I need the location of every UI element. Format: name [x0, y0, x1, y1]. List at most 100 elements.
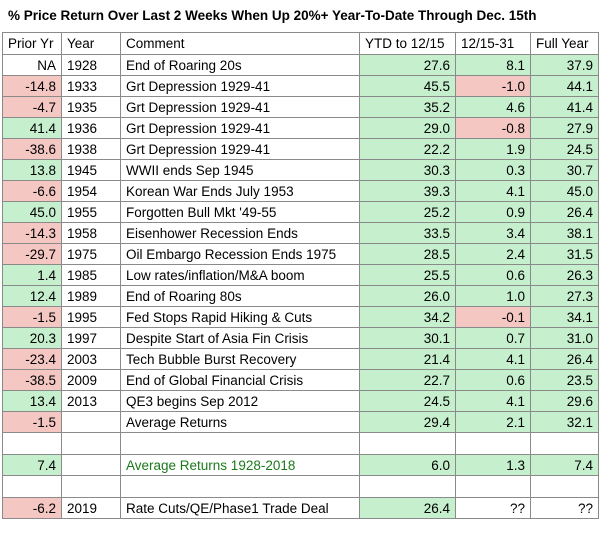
dec-return-cell: 1.3 [455, 454, 531, 476]
ytd-cell: 33.5 [359, 222, 456, 244]
year-cell: 1935 [61, 96, 121, 118]
full-year-cell: 41.4 [530, 96, 599, 118]
prior-year-cell: 13.8 [2, 159, 62, 181]
table-row: -1.5 1995 Fed Stops Rapid Hiking & Cuts 34.… [2, 306, 599, 328]
dec-return-cell: 1.0 [455, 285, 531, 307]
prior-year-cell: 41.4 [2, 117, 62, 139]
spacer-row [2, 475, 599, 498]
column-header: Year [61, 32, 121, 55]
comment-cell: QE3 begins Sep 2012 [120, 390, 360, 412]
spacer-cell [2, 475, 62, 498]
table-row: 45.0 1955 Forgotten Bull Mkt '49-55 25.2 0.9… [2, 201, 599, 223]
prior-year-cell: -1.5 [2, 411, 62, 433]
full-year-cell: 34.1 [530, 306, 599, 328]
comment-cell: Forgotten Bull Mkt '49-55 [120, 201, 360, 223]
year-cell: 1938 [61, 138, 121, 160]
year-cell [61, 454, 121, 476]
year-cell: 1975 [61, 243, 121, 265]
year-cell: 1989 [61, 285, 121, 307]
ytd-cell: 22.2 [359, 138, 456, 160]
prior-year-cell: 12.4 [2, 285, 62, 307]
year-cell: 2009 [61, 369, 121, 391]
comment-cell: Rate Cuts/QE/Phase1 Trade Deal [120, 497, 360, 519]
prior-year-cell: -38.6 [2, 138, 62, 160]
ytd-cell: 29.4 [359, 411, 456, 433]
spacer-cell [120, 475, 360, 498]
prior-year-cell: 7.4 [2, 454, 62, 476]
spacer-cell [61, 475, 121, 498]
table-row: -38.5 2009 End of Global Financial Crisis 2… [2, 369, 599, 391]
ytd-cell: 28.5 [359, 243, 456, 265]
year-cell: 1945 [61, 159, 121, 181]
dec-return-cell: 0.3 [455, 159, 531, 181]
dec-return-cell: 0.9 [455, 201, 531, 223]
dec-return-cell: 0.7 [455, 327, 531, 349]
dec-return-cell: 2.1 [455, 411, 531, 433]
comment-cell: Average Returns [120, 411, 360, 433]
comment-cell: Despite Start of Asia Fin Crisis [120, 327, 360, 349]
prior-year-cell: -14.3 [2, 222, 62, 244]
comment-cell: End of Roaring 20s [120, 54, 360, 76]
table-row: -38.6 1938 Grt Depression 1929-41 22.2 1.9 24… [2, 138, 599, 160]
full-year-cell: 7.4 [530, 454, 599, 476]
table-row: 1.4 1985 Low rates/inflation/M&A boom 25.5 0… [2, 264, 599, 286]
prior-year-cell: 20.3 [2, 327, 62, 349]
column-header: Full Year [530, 32, 599, 55]
comment-cell: Grt Depression 1929-41 [120, 75, 360, 97]
table-row: -6.6 1954 Korean War Ends July 1953 39.3 4.1… [2, 180, 599, 202]
ytd-cell: 30.3 [359, 159, 456, 181]
spacer-cell [455, 475, 531, 498]
full-year-cell: 26.3 [530, 264, 599, 286]
ytd-cell: 26.4 [359, 497, 456, 519]
header-row: Prior Yr Year Comment YTD to 12/15 12/15-31 F… [2, 32, 599, 55]
prior-year-cell: -29.7 [2, 243, 62, 265]
full-year-cell: 26.4 [530, 348, 599, 370]
year-cell: 1985 [61, 264, 121, 286]
year-cell: 1936 [61, 117, 121, 139]
table-row: -29.7 1975 Oil Embargo Recession Ends 1975… [2, 243, 599, 265]
comment-cell: Korean War Ends July 1953 [120, 180, 360, 202]
dec-return-cell: 4.1 [455, 180, 531, 202]
full-year-cell: 23.5 [530, 369, 599, 391]
year-cell: 1955 [61, 201, 121, 223]
comment-cell: Oil Embargo Recession Ends 1975 [120, 243, 360, 265]
comment-cell: Average Returns 1928-2018 [120, 454, 360, 476]
full-year-cell: 24.5 [530, 138, 599, 160]
dec-return-cell: 8.1 [455, 54, 531, 76]
comment-cell: End of Global Financial Crisis [120, 369, 360, 391]
full-year-cell: ?? [530, 497, 599, 519]
column-header: 12/15-31 [455, 32, 531, 55]
table-row: -14.8 1933 Grt Depression 1929-41 45.5 -1.0 4… [2, 75, 599, 97]
spacer-cell [359, 475, 456, 498]
year-cell: 1933 [61, 75, 121, 97]
ytd-cell: 25.2 [359, 201, 456, 223]
table-row: 41.4 1936 Grt Depression 1929-41 29.0 -0.8 27… [2, 117, 599, 139]
table-row: 20.3 1997 Despite Start of Asia Fin Crisis… [2, 327, 599, 349]
comment-cell: Tech Bubble Burst Recovery [120, 348, 360, 370]
table-row: NA 1928 End of Roaring 20s 27.6 8.1 37.9 [2, 54, 599, 76]
column-header: Comment [120, 32, 360, 55]
spacer-row [2, 432, 599, 455]
comment-cell: Eisenhower Recession Ends [120, 222, 360, 244]
year-cell: 2013 [61, 390, 121, 412]
column-header: Prior Yr [2, 32, 62, 55]
average-row: -1.5 Average Returns 29.4 2.1 32.1 [2, 411, 599, 433]
prior-year-cell: 45.0 [2, 201, 62, 223]
full-year-cell: 29.6 [530, 390, 599, 412]
table-title: % Price Return Over Last 2 Weeks When Up… [8, 8, 537, 23]
ytd-cell: 22.7 [359, 369, 456, 391]
year-cell: 1928 [61, 54, 121, 76]
prior-year-cell: -38.5 [2, 369, 62, 391]
average-all-row: 7.4 Average Returns 1928-2018 6.0 1.3 7.4 [2, 454, 599, 476]
year-cell: 2019 [61, 497, 121, 519]
year-cell: 1954 [61, 180, 121, 202]
full-year-cell: 37.9 [530, 54, 599, 76]
year-cell: 1997 [61, 327, 121, 349]
spacer-cell [120, 432, 360, 455]
ytd-cell: 29.0 [359, 117, 456, 139]
spacer-cell [530, 475, 599, 498]
dec-return-cell: 0.6 [455, 264, 531, 286]
current-year-row: -6.2 2019 Rate Cuts/QE/Phase1 Trade Deal 26… [2, 497, 599, 519]
prior-year-cell: -6.2 [2, 497, 62, 519]
